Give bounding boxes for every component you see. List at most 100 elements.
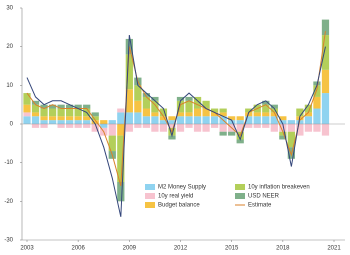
bar-segment [253, 112, 261, 117]
line [26, 34, 326, 217]
legend-label: Estimate [248, 203, 272, 209]
bar-segment [57, 104, 65, 109]
bar-segment [151, 96, 159, 101]
legend-swatch [235, 184, 245, 190]
bar-segment [253, 116, 261, 124]
bar-segment [142, 124, 151, 128]
bar-segment [134, 85, 142, 101]
bar-segment [48, 108, 57, 117]
bar-segment [117, 112, 125, 124]
bar-segment [236, 139, 244, 144]
bar-segment [23, 104, 31, 113]
bar-segment [117, 182, 125, 202]
bar-segment [23, 116, 31, 124]
bar-segment [134, 100, 142, 113]
bar-segment [48, 104, 57, 109]
y-tick-label: 10 [6, 83, 13, 89]
bar-segment [83, 124, 91, 128]
bar-segment [279, 131, 287, 136]
bar-segment [287, 120, 295, 124]
bar-segment [228, 120, 236, 124]
bar-segment [151, 100, 159, 113]
bar-segment [321, 93, 330, 124]
bar-segment [159, 116, 168, 121]
bar-segment [176, 100, 185, 113]
bar-segment [66, 108, 74, 117]
bar-segment [83, 116, 91, 121]
bar-segment [304, 124, 313, 132]
bar-segment [168, 135, 176, 140]
bar-segment [23, 93, 31, 105]
bar-segment [108, 124, 116, 136]
bar-segment [185, 124, 193, 128]
legend-swatch [145, 202, 155, 208]
bar-segment [142, 96, 151, 109]
bar-segment [91, 112, 99, 117]
bar-segment [262, 116, 270, 124]
bar-segment [91, 120, 99, 124]
bar-segment [287, 131, 295, 148]
bar-segment [245, 108, 253, 113]
bar-segment [321, 124, 330, 136]
bar-segment [134, 112, 142, 124]
y-tick-label: -20 [4, 199, 13, 205]
bar-segment [176, 96, 185, 101]
bar-segment [210, 116, 219, 124]
legend-label: 10y real yield [158, 194, 193, 200]
bar-segment [262, 112, 270, 117]
bar-segment [100, 124, 108, 128]
bar-segment [108, 120, 116, 124]
bar-segment [185, 100, 193, 113]
bar-segment [66, 120, 74, 124]
bar-segment [296, 108, 304, 117]
bar-segment [31, 124, 40, 128]
bar-segment [219, 131, 227, 136]
bar-segment [236, 120, 244, 124]
bar-segment [236, 124, 244, 132]
bar-segment [74, 116, 82, 121]
bar-segment [48, 120, 57, 124]
bar-segment [313, 96, 321, 109]
bar-segment [313, 85, 321, 97]
bar-segment [193, 108, 202, 117]
legend-label: Budget balance [158, 203, 200, 209]
bar-segment [66, 116, 74, 121]
bar-segment [91, 124, 99, 132]
bar-segment [117, 135, 125, 182]
bar-segment [236, 116, 244, 121]
bar-segment [108, 135, 116, 152]
bar-segment [253, 124, 261, 128]
bar-segment [159, 124, 168, 132]
bar-segment [202, 116, 210, 124]
bar-segment [48, 116, 57, 121]
bar-segment [74, 104, 82, 109]
bar-segment [176, 112, 185, 117]
bar-segment [151, 112, 159, 117]
x-tick-label: 2021 [327, 246, 341, 252]
bar-segment [193, 124, 202, 132]
bar-segment [304, 112, 313, 117]
bar-segment [125, 89, 133, 113]
bar-segment [83, 120, 91, 124]
bar-segment [279, 120, 287, 124]
bar-segment [304, 104, 313, 113]
bar-segment [321, 35, 330, 70]
bar-segment [57, 116, 65, 121]
bar-segment [57, 120, 65, 124]
bar-segment [262, 104, 270, 113]
bar-segment [270, 112, 278, 117]
bar-segment [168, 120, 176, 124]
bar-segment [40, 104, 48, 109]
bar-segment [151, 116, 159, 124]
bar-segment [74, 124, 82, 128]
bar-segment [279, 135, 287, 140]
legend-label: USD NEER [248, 194, 280, 200]
bar-segment [125, 124, 133, 132]
bar-segment [57, 108, 65, 117]
bar-segment [151, 124, 159, 132]
bar-segment [245, 116, 253, 124]
bar-segment [193, 116, 202, 124]
bar-segment [219, 124, 227, 132]
bar-segment [142, 108, 151, 117]
bar-segment [245, 112, 253, 117]
